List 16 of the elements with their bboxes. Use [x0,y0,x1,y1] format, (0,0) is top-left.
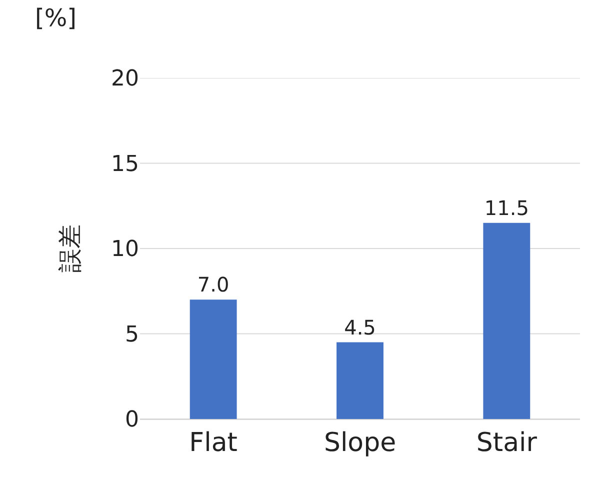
y-tick-label: 10 [111,237,139,262]
text: 4.5 [344,315,376,340]
text: 7.0 [197,272,230,297]
y-axis-title: 誤差 [56,224,84,272]
x-tick-label: Stair [476,428,538,458]
y-tick-label: 5 [125,322,139,348]
y-tick-label: 20 [111,66,139,92]
text: 11.5 [484,196,529,220]
x-tick-label: Slope [324,428,396,458]
text: [%] [35,4,77,32]
bar [483,222,530,419]
y-tick-label: 15 [111,152,139,177]
x-tick-label: Flat [189,428,238,458]
y-tick-label: 0 [125,408,139,433]
bar [190,300,237,419]
bar [336,342,384,419]
